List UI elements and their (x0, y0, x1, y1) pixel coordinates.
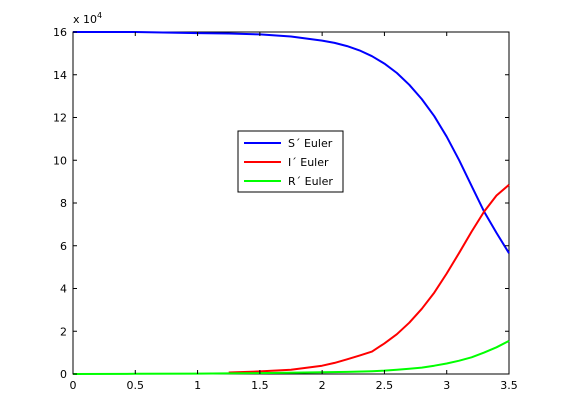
y-exponent-power: 4 (97, 11, 102, 20)
plot-area (72, 31, 510, 375)
y-tick-label: 6 (60, 240, 67, 253)
y-exponent-label: x 104 (73, 11, 102, 26)
series-layer (72, 31, 510, 375)
legend-label: R´ Euler (288, 175, 333, 188)
x-tick-label: 1 (194, 379, 201, 392)
y-tick-label: 12 (53, 112, 67, 125)
y-tick-label: 4 (60, 283, 67, 296)
x-tick-label: 0 (70, 379, 77, 392)
legend-label: S´ Euler (288, 137, 333, 150)
x-tick-label: 0.5 (127, 379, 145, 392)
x-tick-label: 3 (443, 379, 450, 392)
y-tick-label: 0 (60, 368, 67, 381)
legend-label: I´ Euler (288, 156, 329, 169)
y-tick-label: 16 (53, 26, 67, 39)
y-tick-label: 2 (60, 325, 67, 338)
y-tick-label: 8 (60, 197, 67, 210)
series-line-r-euler (72, 340, 510, 375)
legend: S´ Euler I´ Euler R´ Euler (237, 130, 344, 193)
axis-layer: 0 0.5 1 1.5 2 2.5 3 3.5 0 2 4 6 8 10 12 14 16 (53, 26, 518, 392)
y-tick-label: 10 (53, 154, 67, 167)
x-tick-label: 1.5 (251, 379, 269, 392)
x-tick-label: 2 (319, 379, 326, 392)
y-tick-label: 14 (53, 69, 67, 82)
x-tick-label: 2.5 (376, 379, 394, 392)
series-line-s-euler (73, 31, 510, 254)
series-line-i-euler (228, 184, 510, 374)
x-tick-label: 3.5 (500, 379, 518, 392)
